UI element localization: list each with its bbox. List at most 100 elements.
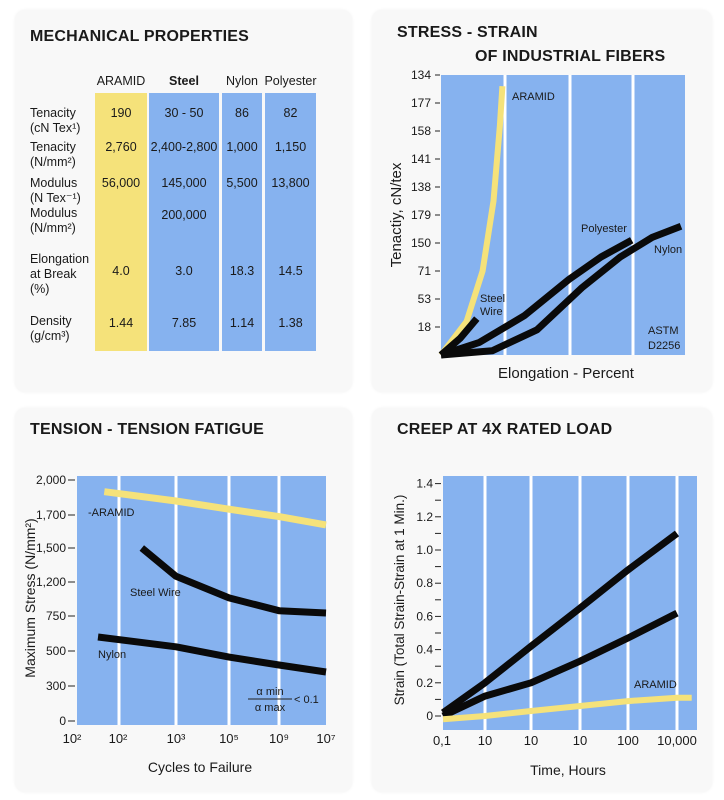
annotation-numerator: α min	[256, 686, 283, 698]
table-cell: 1,000	[226, 140, 258, 154]
plot-area	[441, 75, 685, 355]
y-tick-label: 71	[418, 264, 432, 278]
label-nylon: Nylon	[654, 244, 682, 256]
grid-line	[117, 476, 121, 725]
fatigue-title: TENSION - TENSION FATIGUE	[30, 421, 265, 438]
grid-line	[578, 476, 582, 730]
grid-line	[483, 476, 487, 730]
y-axis-label: Maximum Stress (N/mm²)	[22, 518, 38, 677]
column-header: ARAMID	[96, 74, 146, 88]
y-tick-label: 177	[411, 96, 431, 110]
table-cell: 3.0	[175, 264, 193, 278]
y-tick-label: 150	[411, 236, 431, 250]
series-line-nylon	[440, 222, 683, 359]
label-steel-wire: Steel	[480, 293, 505, 305]
table-cell: 145,000	[161, 176, 207, 190]
y-tick-label: 1.2	[416, 510, 433, 524]
column-steel	[149, 93, 219, 351]
stress-strain-title-line1: STRESS - STRAIN	[397, 24, 538, 41]
grid-line	[675, 476, 679, 730]
table-cell: 1.38	[278, 316, 303, 330]
plot-area	[443, 476, 697, 730]
row-label-line: (N Tex⁻¹)	[30, 191, 81, 205]
x-tick-label: 10⁵	[219, 731, 239, 746]
x-tick-label: 0,1	[433, 733, 451, 748]
row-label: Density (g/cm³)	[30, 314, 72, 344]
row-label-line: Tenacity	[30, 106, 76, 120]
y-tick-label: 750	[46, 609, 66, 623]
series-line-nylon	[97, 633, 327, 676]
column-aramid	[95, 93, 147, 351]
y-tick-label: 179	[411, 208, 431, 222]
grid-line	[529, 476, 533, 730]
table-cell: 13,800	[271, 176, 310, 190]
row-label-line: (g/cm³)	[30, 329, 70, 343]
table-cell: 1.14	[229, 316, 255, 330]
grid-line	[626, 476, 630, 730]
row-label: Tenacity (N/mm²)	[30, 140, 76, 170]
row-label: Modulus (N Tex⁻¹)	[30, 176, 81, 206]
label-aramid: -ARAMID	[88, 507, 135, 519]
table-cell: 5,500	[226, 176, 258, 190]
series-line--aramid	[103, 488, 327, 529]
x-axis-label: Elongation - Percent	[498, 365, 635, 382]
y-tick-label: 1.4	[416, 477, 433, 491]
y-tick-label: 0.2	[416, 676, 433, 690]
row-label-line: (%)	[30, 282, 50, 296]
y-tick-label: 1.0	[416, 543, 433, 557]
table-cell: 2,400-2,800	[150, 140, 218, 154]
stress-strain-title-line2: OF INDUSTRIAL FIBERS	[475, 48, 666, 65]
y-tick-label: 500	[46, 644, 66, 658]
table-cell: 30 - 50	[164, 106, 204, 120]
column-header: Steel	[169, 74, 199, 88]
label-steel-wire: Wire	[480, 306, 503, 318]
row-label-line: Modulus	[30, 176, 78, 190]
grid-line	[174, 476, 178, 725]
y-tick-label: 0.4	[416, 643, 433, 657]
row-label: Modulus (N/mm²)	[30, 206, 77, 236]
row-label-line: (N/mm²)	[30, 221, 76, 235]
x-tick-label: 10	[573, 733, 587, 748]
row-label-line: Elongation	[30, 252, 90, 266]
series-line-unlabeled-1	[440, 530, 680, 716]
column-polyester	[265, 93, 316, 351]
y-tick-label: 2,000	[36, 473, 66, 487]
x-axis-label: Cycles to Failure	[148, 759, 252, 775]
annotation-denominator: α max	[255, 702, 286, 714]
label-aramid: ARAMID	[634, 679, 677, 691]
row-label-line: (N/mm²)	[30, 155, 76, 169]
table-cell: 18.3	[229, 264, 255, 278]
x-tick-label: 10²	[109, 731, 128, 746]
table-cell: 4.0	[112, 264, 130, 278]
x-tick-label: 10	[524, 733, 538, 748]
table-cell: 86	[235, 106, 249, 120]
y-tick-label: 0.8	[416, 576, 433, 590]
grid-line	[503, 75, 507, 355]
creep-title: CREEP AT 4X RATED LOAD	[397, 421, 613, 438]
y-tick-label: 134	[411, 68, 431, 82]
series-line-aramid	[442, 694, 692, 723]
series-line-polyester	[439, 237, 634, 359]
row-label: Tenacity (cN Tex¹)	[30, 106, 80, 136]
y-tick-label: 300	[46, 679, 66, 693]
series-line-unlabeled-2	[441, 609, 679, 720]
table-cell: 82	[283, 106, 298, 120]
annotation-d2256: D2256	[648, 340, 680, 352]
x-tick-label: 10⁷	[316, 731, 335, 746]
x-tick-label: 10	[478, 733, 492, 748]
x-tick-label: 10⁹	[269, 731, 289, 746]
y-axis-label: Strain (Total Strain-Strain at 1 Min.)	[392, 495, 407, 706]
label-nylon: Nylon	[98, 649, 126, 661]
x-tick-label: 100	[617, 733, 639, 748]
table-cell: 1.44	[108, 316, 134, 330]
row-label-line: Tenacity	[30, 140, 76, 154]
y-tick-label: 0	[426, 709, 433, 723]
column-header: Nylon	[226, 74, 258, 88]
row-label-line: at Break	[30, 267, 77, 281]
series-line-steel-wire	[139, 545, 327, 617]
x-tick-label: 10,000	[657, 733, 697, 748]
y-axis-label: Tenactiy, cN/tex	[388, 162, 405, 267]
table-cell: 2,760	[105, 140, 137, 154]
row-label-line: (cN Tex¹)	[30, 121, 81, 135]
